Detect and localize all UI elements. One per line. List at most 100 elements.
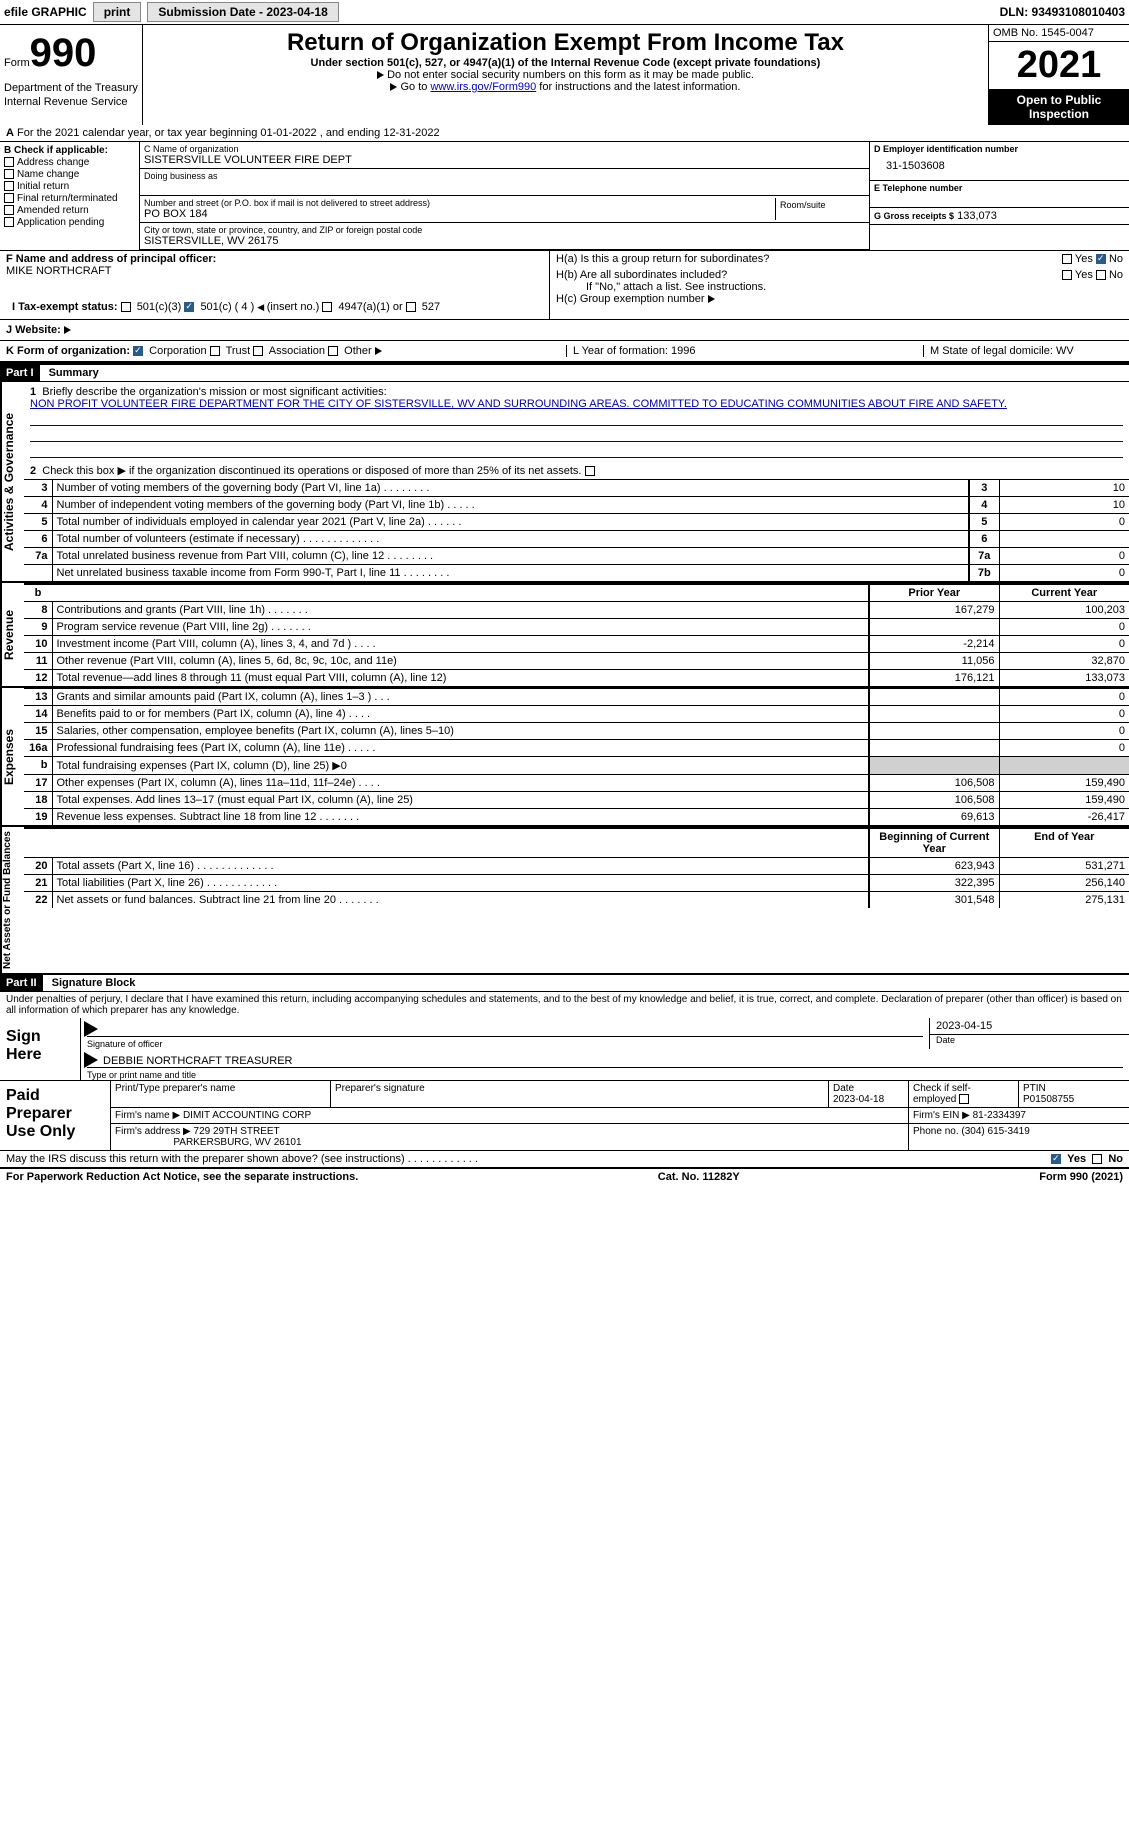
form-subtitle: Under section 501(c), 527, or 4947(a)(1)… bbox=[147, 57, 984, 69]
prep-name-lbl: Print/Type preparer's name bbox=[111, 1081, 331, 1107]
opt-name: Name change bbox=[17, 169, 79, 180]
form-header: Form990 Department of the Treasury Inter… bbox=[0, 25, 1129, 125]
tax-year: 2021 bbox=[989, 42, 1129, 89]
header-center: Return of Organization Exempt From Incom… bbox=[142, 25, 989, 125]
H-note: If "No," attach a list. See instructions… bbox=[556, 281, 1123, 293]
opt-initial: Initial return bbox=[17, 181, 69, 192]
firm-ein-lbl: Firm's EIN ▶ bbox=[913, 1110, 970, 1121]
p-date: 2023-04-18 bbox=[833, 1094, 884, 1105]
efile-label: efile GRAPHIC bbox=[4, 5, 87, 19]
may-discuss: May the IRS discuss this return with the… bbox=[0, 1150, 1129, 1167]
dba-lbl: Doing business as bbox=[144, 171, 865, 181]
sig-officer-lbl: Signature of officer bbox=[81, 1039, 929, 1049]
chk-501c[interactable] bbox=[184, 302, 194, 312]
opt-assoc: Association bbox=[269, 345, 325, 357]
opt-trust: Trust bbox=[226, 345, 251, 357]
no: No bbox=[1109, 253, 1123, 265]
col-F: F Name and address of principal officer:… bbox=[0, 251, 550, 319]
table-exp: 13Grants and similar amounts paid (Part … bbox=[24, 688, 1129, 825]
arrow-icon bbox=[708, 295, 715, 303]
firm-ein: 81-2334397 bbox=[973, 1110, 1026, 1121]
chk-527[interactable] bbox=[406, 302, 416, 312]
line-A: A For the 2021 calendar year, or tax yea… bbox=[0, 125, 1129, 141]
chk-self-emp[interactable] bbox=[959, 1094, 969, 1104]
chk-initial[interactable] bbox=[4, 181, 14, 191]
ein-val: 31-1503608 bbox=[874, 154, 1125, 178]
sign-here: Sign Here bbox=[0, 1018, 80, 1080]
paid-prep-lbl: Paid Preparer Use Only bbox=[0, 1081, 110, 1150]
dept-treasury: Department of the Treasury bbox=[0, 82, 142, 96]
I-lbl: I Tax-exempt status: bbox=[12, 301, 118, 313]
chk-may-yes[interactable] bbox=[1051, 1154, 1061, 1164]
may-yes: Yes bbox=[1067, 1153, 1086, 1165]
top-toolbar: efile GRAPHIC print Submission Date - 20… bbox=[0, 0, 1129, 25]
K-lbl: K Form of organization: bbox=[6, 345, 130, 357]
chk-501c3[interactable] bbox=[121, 302, 131, 312]
city-val: SISTERSVILLE, WV 26175 bbox=[144, 235, 865, 247]
goto-post: for instructions and the latest informat… bbox=[536, 81, 740, 93]
mission-text: NON PROFIT VOLUNTEER FIRE DEPARTMENT FOR… bbox=[30, 398, 1007, 410]
chk-Ha-no[interactable] bbox=[1096, 254, 1106, 264]
part1-hdr: Part I bbox=[0, 365, 40, 381]
chk-name-change[interactable] bbox=[4, 169, 14, 179]
table-rev: bPrior YearCurrent Year8Contributions an… bbox=[24, 583, 1129, 686]
gross-lbl: G Gross receipts $ bbox=[874, 211, 954, 221]
chk-app-pending[interactable] bbox=[4, 217, 14, 227]
irs-link[interactable]: www.irs.gov/Form990 bbox=[430, 81, 536, 93]
opt-other: Other bbox=[344, 345, 372, 357]
q1-text: Briefly describe the organization's miss… bbox=[42, 386, 386, 398]
irs-label: Internal Revenue Service bbox=[0, 96, 142, 110]
chk-may-no[interactable] bbox=[1092, 1154, 1102, 1164]
opt-527: 527 bbox=[422, 301, 440, 313]
footer-left: For Paperwork Reduction Act Notice, see … bbox=[6, 1171, 358, 1183]
firm-phone: (304) 615-3419 bbox=[961, 1126, 1029, 1137]
note-ssn: Do not enter social security numbers on … bbox=[387, 69, 754, 81]
col-DEG: D Employer identification number 31-1503… bbox=[869, 142, 1129, 250]
arrow-icon bbox=[375, 347, 382, 355]
org-name: SISTERSVILLE VOLUNTEER FIRE DEPT bbox=[144, 154, 865, 166]
chk-Hb-no[interactable] bbox=[1096, 270, 1106, 280]
chk-corp[interactable] bbox=[133, 346, 143, 356]
ein-lbl: D Employer identification number bbox=[874, 144, 1125, 154]
part1-title: Summary bbox=[43, 365, 105, 381]
opt-app: Application pending bbox=[17, 217, 104, 228]
F-lbl: F Name and address of principal officer: bbox=[6, 253, 216, 265]
sig-arrow-icon bbox=[84, 1021, 98, 1037]
opt-501c3: 501(c)(3) bbox=[137, 301, 182, 313]
chk-Ha-yes[interactable] bbox=[1062, 254, 1072, 264]
header-right: OMB No. 1545-0047 2021 Open to Public In… bbox=[989, 25, 1129, 125]
sig-date: 2023-04-15 bbox=[930, 1018, 1129, 1034]
arrow-icon bbox=[377, 71, 384, 79]
chk-4947[interactable] bbox=[322, 302, 332, 312]
Hc-text: H(c) Group exemption number bbox=[556, 293, 705, 305]
side-rev: Revenue bbox=[0, 583, 24, 686]
form-number-block: Form990 bbox=[0, 25, 130, 82]
col-C: C Name of organization SISTERSVILLE VOLU… bbox=[140, 142, 869, 250]
chk-address-change[interactable] bbox=[4, 157, 14, 167]
chk-Hb-yes[interactable] bbox=[1062, 270, 1072, 280]
part1-exp: Expenses 13Grants and similar amounts pa… bbox=[0, 686, 1129, 825]
side-exp: Expenses bbox=[0, 688, 24, 825]
chk-amended[interactable] bbox=[4, 205, 14, 215]
chk-trust[interactable] bbox=[210, 346, 220, 356]
opt-4947: 4947(a)(1) or bbox=[338, 301, 402, 313]
opt-insert: (insert no.) bbox=[267, 301, 320, 313]
chk-assoc[interactable] bbox=[253, 346, 263, 356]
chk-final[interactable] bbox=[4, 193, 14, 203]
print-button[interactable]: print bbox=[93, 2, 142, 22]
opt-final: Final return/terminated bbox=[17, 193, 118, 204]
submission-date-button[interactable]: Submission Date - 2023-04-18 bbox=[147, 2, 338, 22]
firm-name-lbl: Firm's name ▶ bbox=[115, 1110, 180, 1121]
footer-cat: Cat. No. 11282Y bbox=[658, 1171, 740, 1183]
table-net: Beginning of Current YearEnd of Year20To… bbox=[24, 827, 1129, 908]
ptin-val: P01508755 bbox=[1023, 1094, 1074, 1105]
gross-val: 133,073 bbox=[957, 210, 997, 222]
room-lbl: Room/suite bbox=[775, 198, 865, 220]
yes2: Yes bbox=[1075, 269, 1093, 281]
officer-name: DEBBIE NORTHCRAFT TREASURER bbox=[103, 1055, 292, 1067]
chk-other[interactable] bbox=[328, 346, 338, 356]
chk-q2[interactable] bbox=[585, 466, 595, 476]
sign-here-block: Sign Here Signature of officer 2023-04-1… bbox=[0, 1018, 1129, 1080]
open-public-badge: Open to Public Inspection bbox=[989, 89, 1129, 125]
F-val: MIKE NORTHCRAFT bbox=[6, 265, 543, 277]
